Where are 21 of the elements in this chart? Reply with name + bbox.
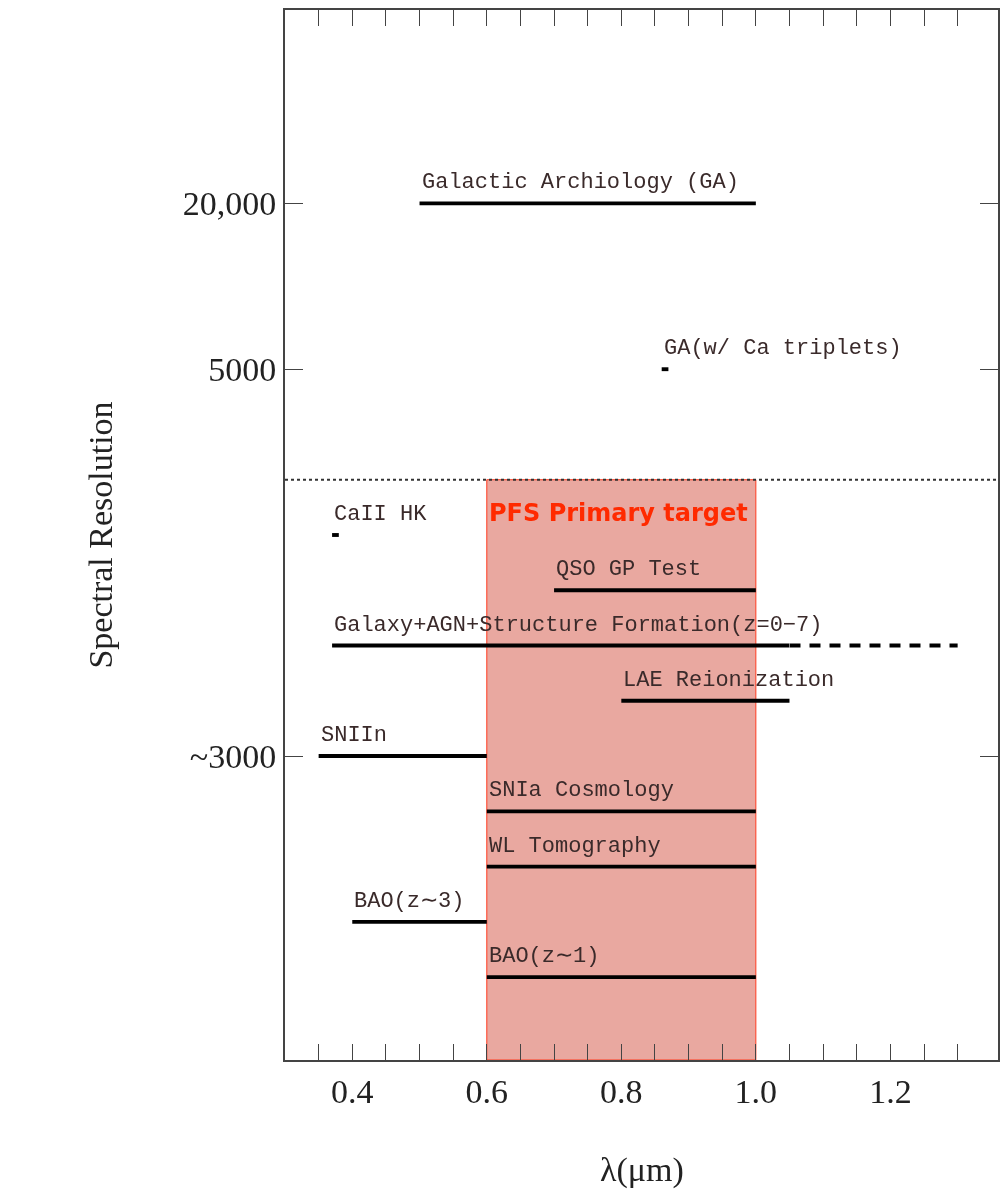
band-label: PFS Primary target <box>489 499 748 527</box>
x-tick-label: 0.4 <box>331 1072 374 1110</box>
x-tick-label: 0.6 <box>465 1072 509 1110</box>
y-tick-label: 5000 <box>208 351 277 389</box>
x-tick-label: 1.2 <box>869 1072 912 1110</box>
series-label: SNIa Cosmology <box>489 778 674 803</box>
x-tick-label: 0.8 <box>600 1072 643 1110</box>
series-label: CaII HK <box>334 502 428 527</box>
x-axis-title: λ(μm) <box>600 1151 684 1189</box>
x-tick-label: 1.0 <box>734 1072 778 1110</box>
series-label: Galactic Archiology (GA) <box>422 170 739 195</box>
series-label: QSO GP Test <box>556 557 702 582</box>
series-label: GA(w/ Ca triplets) <box>664 336 902 361</box>
series-label: WL Tomography <box>489 834 661 859</box>
series-label: SNIIn <box>321 723 388 748</box>
y-axis-title: Spectral Resolution <box>81 401 119 669</box>
series-label: LAE Reionization <box>623 668 835 693</box>
y-tick-label: 20,000 <box>182 185 277 223</box>
y-tick-label: ~3000 <box>189 737 277 775</box>
series-label: BAO(z∼1) <box>489 944 600 969</box>
series-label: BAO(z∼3) <box>354 889 465 914</box>
